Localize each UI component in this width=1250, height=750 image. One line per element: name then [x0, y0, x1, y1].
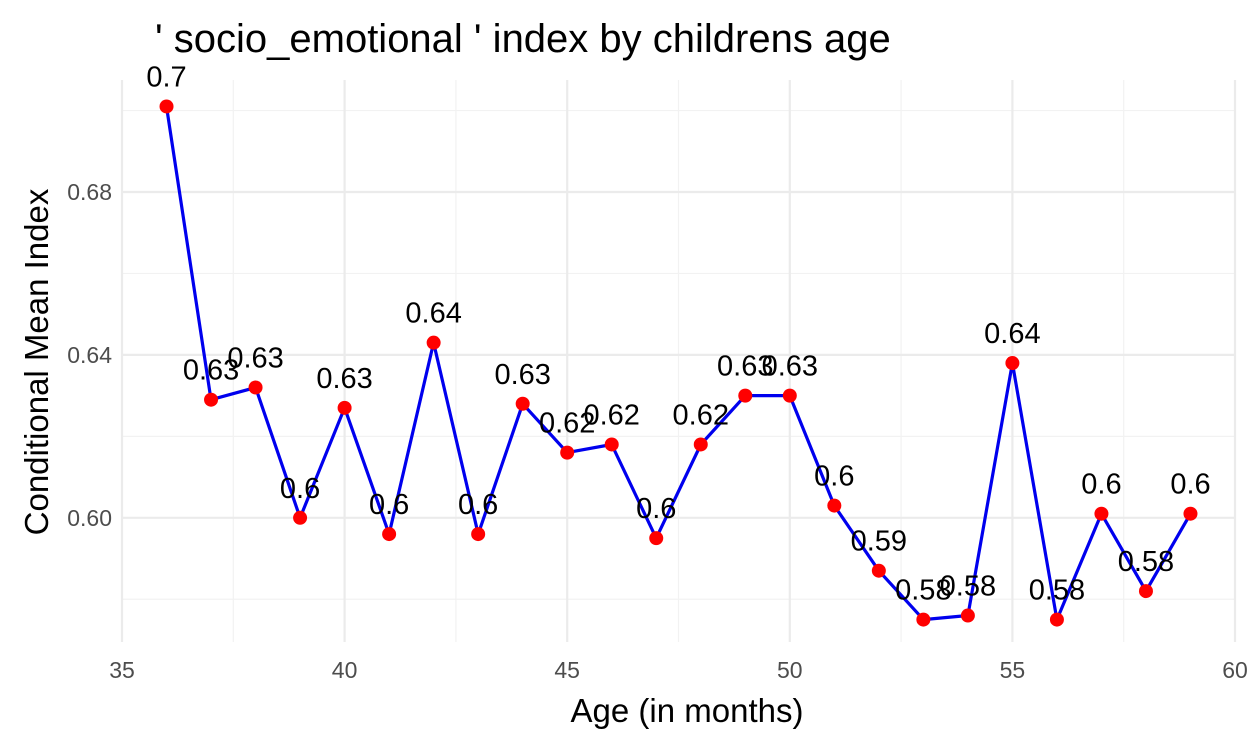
data-point	[293, 510, 308, 525]
data-point	[382, 527, 397, 542]
gridlines	[120, 80, 1237, 642]
x-tick-label: 40	[332, 657, 358, 683]
data-point	[1049, 612, 1064, 627]
y-tick-label: 0.64	[67, 342, 112, 368]
data-label: 0.6	[280, 473, 320, 505]
data-label: 0.63	[494, 359, 550, 391]
data-point	[1005, 356, 1020, 371]
data-point	[871, 563, 886, 578]
data-point	[1138, 584, 1153, 599]
y-tick-label: 0.60	[67, 505, 112, 531]
data-point	[204, 392, 219, 407]
data-point	[693, 437, 708, 452]
data-point	[248, 380, 263, 395]
data-label: 0.7	[146, 61, 186, 93]
data-point	[1183, 506, 1198, 521]
data-label: 0.6	[458, 489, 498, 521]
data-label: 0.59	[851, 526, 907, 558]
data-point	[604, 437, 619, 452]
data-label: 0.62	[539, 408, 595, 440]
data-point	[426, 335, 441, 350]
data-label: 0.64	[984, 318, 1040, 350]
data-label: 0.6	[369, 489, 409, 521]
data-label: 0.63	[717, 351, 773, 383]
data-label: 0.58	[940, 571, 996, 603]
data-label: 0.58	[895, 575, 951, 607]
data-point	[560, 445, 575, 460]
data-point	[337, 400, 352, 415]
data-label: 0.6	[1170, 469, 1210, 501]
data-label: 0.58	[1029, 575, 1085, 607]
data-point	[1094, 506, 1109, 521]
x-tick-label: 35	[109, 657, 135, 683]
chart-title: ' socio_emotional ' index by childrens a…	[155, 17, 891, 61]
data-label: 0.63	[227, 342, 283, 374]
data-point	[515, 396, 530, 411]
series-line	[164, 106, 1192, 622]
data-label: 0.62	[583, 399, 639, 431]
axes: 35 40 45 50 55 60 0.60 0.64 0.68	[67, 179, 1248, 683]
data-label: 0.6	[636, 493, 676, 525]
data-point	[738, 388, 753, 403]
x-tick-label: 45	[554, 657, 580, 683]
data-label: 0.64	[405, 298, 461, 330]
x-tick-label: 55	[1000, 657, 1026, 683]
data-point	[159, 99, 174, 114]
y-tick-label: 0.68	[67, 179, 112, 205]
data-label: 0.63	[316, 363, 372, 395]
data-point	[649, 531, 664, 546]
x-tick-label: 60	[1222, 657, 1248, 683]
data-label: 0.6	[1081, 469, 1121, 501]
x-axis-title: Age (in months)	[571, 692, 804, 729]
series-layer: 0.70.630.630.60.630.60.640.60.630.620.62…	[146, 61, 1211, 627]
data-label: 0.62	[673, 399, 729, 431]
data-point	[471, 527, 486, 542]
data-label: 0.63	[762, 351, 818, 383]
data-label: 0.63	[183, 355, 239, 387]
data-point	[916, 612, 931, 627]
data-label: 0.58	[1118, 546, 1174, 578]
data-label: 0.6	[814, 461, 854, 493]
data-point	[960, 608, 975, 623]
data-point	[782, 388, 797, 403]
x-tick-label: 50	[777, 657, 803, 683]
y-axis-title: Conditional Mean Index	[18, 188, 55, 535]
data-point	[827, 498, 842, 513]
